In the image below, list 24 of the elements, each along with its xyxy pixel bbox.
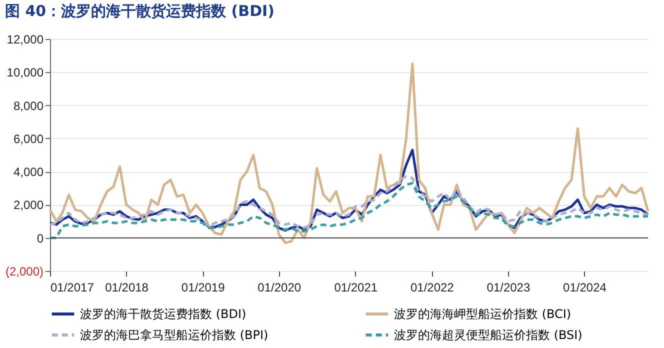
line-series (48, 175, 650, 230)
y-tick-label: 6,000 (13, 132, 44, 146)
line-series (48, 62, 650, 244)
legend-label: 波罗的海巴拿马型船运价指数 (BPI) (80, 328, 268, 342)
x-tick-label: 01/2021 (334, 280, 378, 294)
line-series (48, 182, 650, 240)
x-tick-label: 01/2018 (105, 280, 149, 294)
x-tick-label: 01/2017 (50, 280, 94, 294)
legend-label: 波罗的海干散货运费指数 (BDI) (80, 307, 246, 321)
x-tick-label: 01/2023 (486, 280, 530, 294)
x-tick-label: 01/2022 (410, 280, 454, 294)
x-tick-label: 01/2019 (181, 280, 226, 294)
legend-label: 波罗的海超灵便型船运价指数 (BSI) (394, 328, 582, 342)
y-tick-label: 2,000 (13, 198, 44, 212)
chart-title: 图 40：波罗的海干散货运费指数 (BDI) (4, 2, 274, 20)
x-tick-label: 01/2020 (258, 280, 302, 294)
x-tick-label: 01/2024 (563, 280, 607, 294)
y-tick-label: 0 (36, 231, 44, 246)
y-tick-label: (2,000) (5, 264, 44, 278)
y-tick-label: 10,000 (6, 66, 44, 80)
y-tick-label: 12,000 (6, 32, 44, 46)
y-tick-label: 4,000 (13, 165, 44, 180)
legend-label: 波罗的海海岬型船运价指数 (BCI) (394, 307, 572, 321)
y-tick-label: 8,000 (13, 98, 44, 113)
